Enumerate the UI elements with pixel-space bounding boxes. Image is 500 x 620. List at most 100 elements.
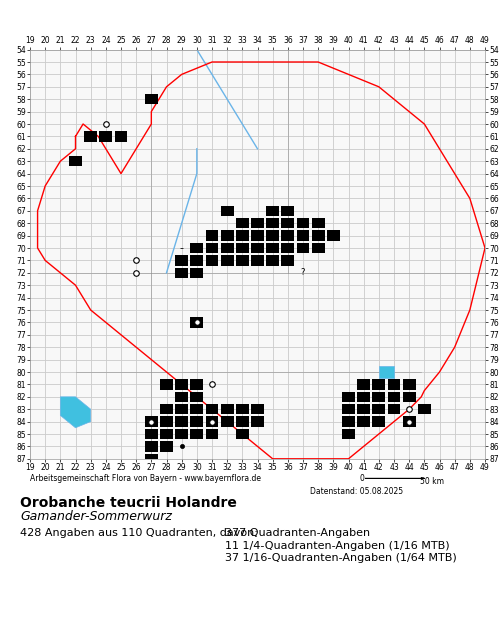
Bar xyxy=(220,243,234,254)
Bar xyxy=(206,255,218,265)
Bar xyxy=(190,429,203,440)
Bar xyxy=(220,231,234,241)
Bar xyxy=(160,379,173,390)
Bar xyxy=(236,429,249,440)
Bar xyxy=(175,429,188,440)
Bar xyxy=(160,441,173,452)
Bar xyxy=(388,379,400,390)
Bar xyxy=(251,218,264,229)
Text: 50 km: 50 km xyxy=(420,477,444,487)
Bar xyxy=(69,156,82,167)
Bar xyxy=(175,268,188,278)
Bar xyxy=(84,131,97,142)
Bar xyxy=(114,131,128,142)
Polygon shape xyxy=(60,397,90,428)
Text: -: - xyxy=(180,243,184,253)
Bar xyxy=(175,255,188,265)
Bar xyxy=(266,206,279,216)
Text: 0: 0 xyxy=(360,474,365,484)
Bar xyxy=(342,417,355,427)
Bar xyxy=(296,231,310,241)
Bar xyxy=(266,255,279,265)
Bar xyxy=(357,404,370,415)
Bar xyxy=(282,255,294,265)
Bar xyxy=(160,429,173,440)
Bar xyxy=(145,417,158,427)
Bar xyxy=(175,379,188,390)
Bar xyxy=(372,417,386,427)
Bar xyxy=(175,404,188,415)
Bar xyxy=(145,441,158,452)
Bar xyxy=(145,429,158,440)
Bar xyxy=(236,417,249,427)
Bar xyxy=(357,417,370,427)
Bar xyxy=(160,404,173,415)
Bar xyxy=(236,243,249,254)
Bar xyxy=(388,392,400,402)
Bar xyxy=(145,454,158,464)
Text: 37 1/16-Quadranten-Angaben (1/64 MTB): 37 1/16-Quadranten-Angaben (1/64 MTB) xyxy=(225,553,457,563)
Bar xyxy=(190,417,203,427)
Bar xyxy=(236,255,249,265)
Bar xyxy=(220,255,234,265)
Text: Arbeitsgemeinschaft Flora von Bayern - www.bayernflora.de: Arbeitsgemeinschaft Flora von Bayern - w… xyxy=(30,474,261,484)
Bar xyxy=(220,404,234,415)
Bar xyxy=(372,379,386,390)
Bar xyxy=(190,255,203,265)
Bar xyxy=(251,255,264,265)
Bar xyxy=(190,392,203,402)
Bar xyxy=(282,206,294,216)
Text: Orobanche teucrii Holandre: Orobanche teucrii Holandre xyxy=(20,496,237,510)
Bar xyxy=(190,243,203,254)
Text: ?: ? xyxy=(301,268,305,277)
Bar xyxy=(342,429,355,440)
Bar xyxy=(251,243,264,254)
Bar xyxy=(296,243,310,254)
Bar xyxy=(312,218,324,229)
Bar xyxy=(402,379,415,390)
Bar xyxy=(220,417,234,427)
Bar xyxy=(342,392,355,402)
Bar xyxy=(357,392,370,402)
Bar xyxy=(402,417,415,427)
Bar xyxy=(266,243,279,254)
Bar xyxy=(190,379,203,390)
Bar xyxy=(296,218,310,229)
Bar xyxy=(402,392,415,402)
Bar xyxy=(236,404,249,415)
Bar xyxy=(357,379,370,390)
Bar xyxy=(236,218,249,229)
Bar xyxy=(145,94,158,105)
Bar xyxy=(160,417,173,427)
Bar xyxy=(190,268,203,278)
Bar xyxy=(251,417,264,427)
Bar xyxy=(206,404,218,415)
Bar xyxy=(206,429,218,440)
Bar xyxy=(100,131,112,142)
Bar xyxy=(282,231,294,241)
Bar xyxy=(190,404,203,415)
Bar xyxy=(190,317,203,327)
Bar xyxy=(251,231,264,241)
Text: 428 Angaben aus 110 Quadranten, davon:: 428 Angaben aus 110 Quadranten, davon: xyxy=(20,528,258,538)
Bar xyxy=(342,404,355,415)
Text: Gamander-Sommerwurz: Gamander-Sommerwurz xyxy=(20,510,172,523)
Bar xyxy=(251,404,264,415)
Text: 11 1/4-Quadranten-Angaben (1/16 MTB): 11 1/4-Quadranten-Angaben (1/16 MTB) xyxy=(225,541,450,551)
Text: 377 Quadranten-Angaben: 377 Quadranten-Angaben xyxy=(225,528,370,538)
Bar xyxy=(206,417,218,427)
Bar xyxy=(236,231,249,241)
Bar xyxy=(327,231,340,241)
Bar xyxy=(418,404,431,415)
Bar xyxy=(266,218,279,229)
Bar xyxy=(372,404,386,415)
Bar xyxy=(388,404,400,415)
Bar xyxy=(206,243,218,254)
Bar xyxy=(266,231,279,241)
Bar xyxy=(175,392,188,402)
Polygon shape xyxy=(379,366,394,378)
Bar xyxy=(220,206,234,216)
Bar xyxy=(372,392,386,402)
Bar xyxy=(175,417,188,427)
Bar xyxy=(206,231,218,241)
